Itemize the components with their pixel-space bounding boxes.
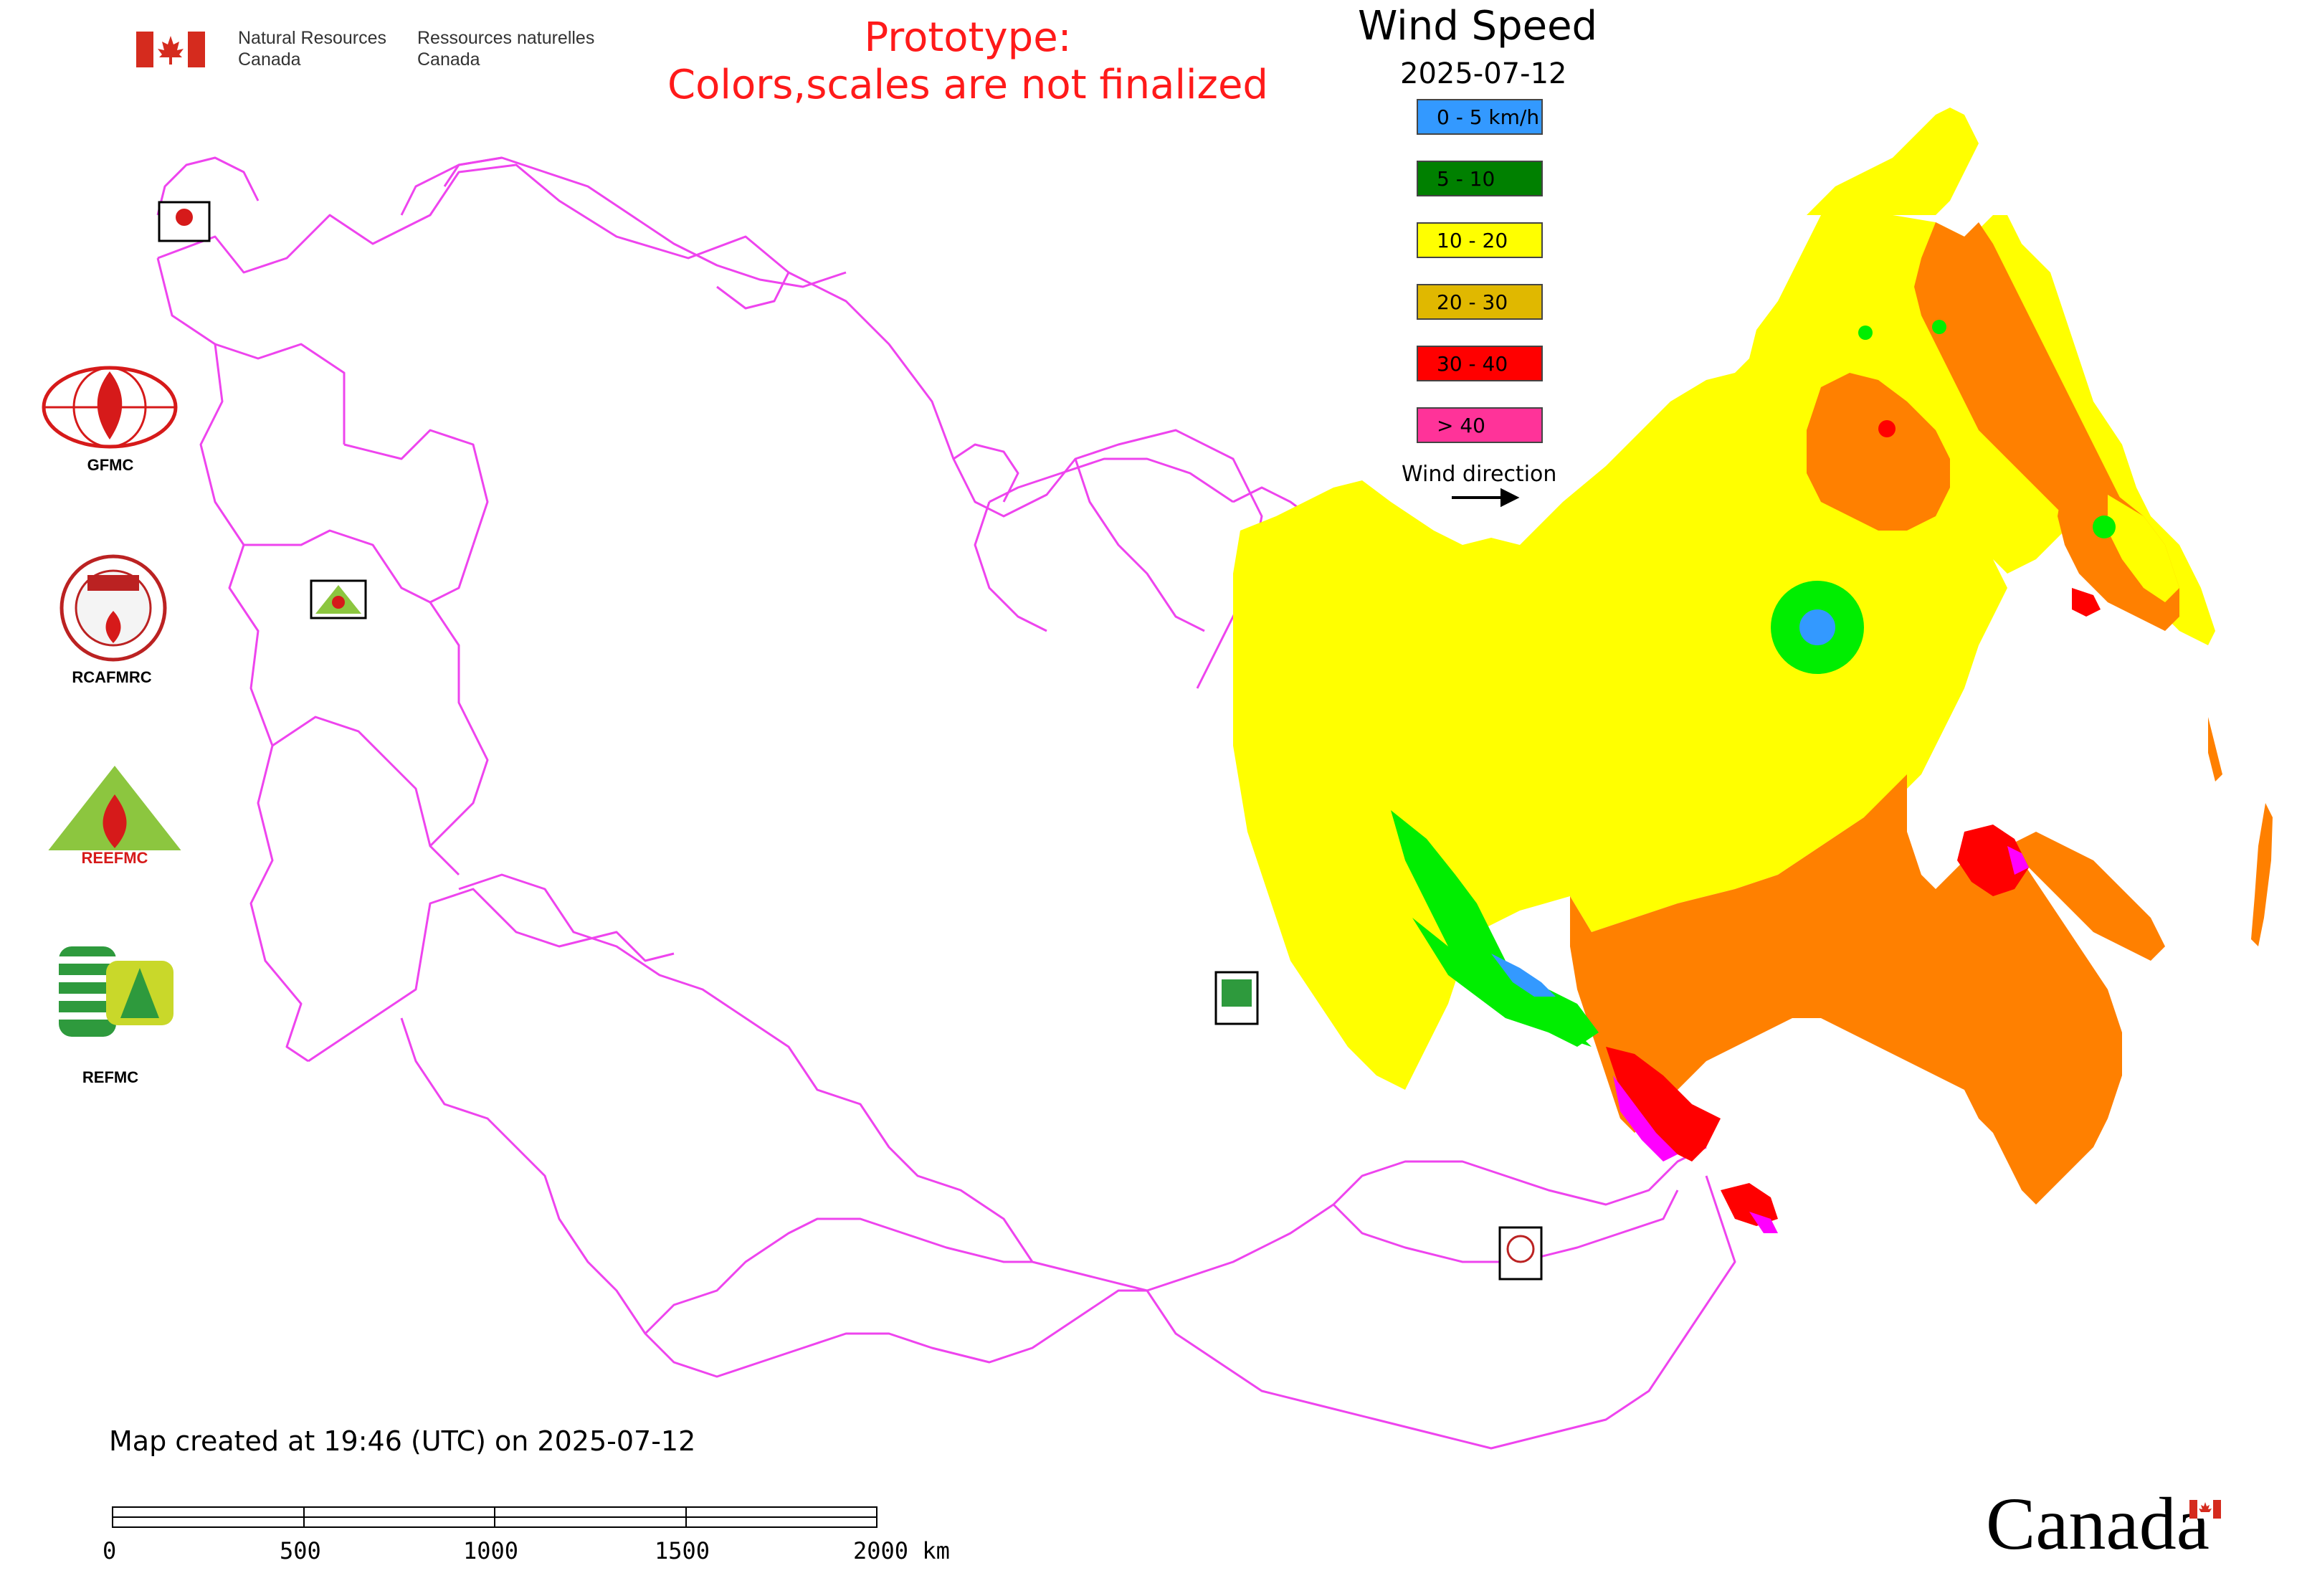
legend-date: 2025-07-12 [1400, 57, 1567, 90]
agency-name-en: Natural Resources Canada [238, 28, 387, 70]
map-badges [158, 201, 1543, 1281]
country-boundaries [156, 156, 1736, 1450]
wind-direction-arrow [1452, 488, 1520, 508]
canada-wordmark: Canada [1986, 1483, 2210, 1565]
svg-text:REEFMC: REEFMC [82, 849, 148, 867]
legend-item-10-20: 10 - 20 [1417, 222, 1543, 258]
scale-label-1500: 1500 [655, 1537, 710, 1564]
zone-green [1391, 810, 1592, 1047]
rcafmrc-label: RCAFMRC [72, 668, 152, 686]
wordmark-flag-icon [2189, 1500, 2221, 1521]
legend-item-20-30: 20 - 30 [1417, 284, 1543, 320]
scale-label-2000: 2000 km [853, 1537, 950, 1564]
refmc-label: REFMC [82, 1068, 139, 1086]
scale-label-1000: 1000 [463, 1537, 519, 1564]
wind-direction-label: Wind direction [1402, 462, 1557, 487]
canada-flag-icon [136, 32, 205, 67]
reefmc-logo-icon: REEFMC [37, 766, 192, 872]
scale-label-0: 0 [103, 1537, 117, 1564]
scale-label-500: 500 [280, 1537, 321, 1564]
scale-bar [112, 1506, 877, 1528]
refmc-logo-icon [59, 946, 173, 1040]
prototype-notice: Prototype: Colors,scales are not finaliz… [667, 14, 1268, 108]
legend-item-30-40: 30 - 40 [1417, 346, 1543, 381]
legend-item-0-5: 0 - 5 km/h [1417, 99, 1543, 135]
gfmc-label: GFMC [87, 456, 134, 474]
wind-zones [1233, 108, 2273, 1233]
rcafmrc-logo-icon [59, 554, 168, 665]
zone-red [1606, 1047, 1721, 1162]
gfmc-logo-icon [40, 364, 179, 453]
legend-title: Wind Speed [1358, 3, 1598, 49]
agency-name-fr: Ressources naturelles Canada [417, 28, 595, 70]
legend-item-over-40: > 40 [1417, 407, 1543, 443]
map-created-timestamp: Map created at 19:46 (UTC) on 2025-07-12 [109, 1425, 696, 1457]
legend-item-5-10: 5 - 10 [1417, 161, 1543, 196]
